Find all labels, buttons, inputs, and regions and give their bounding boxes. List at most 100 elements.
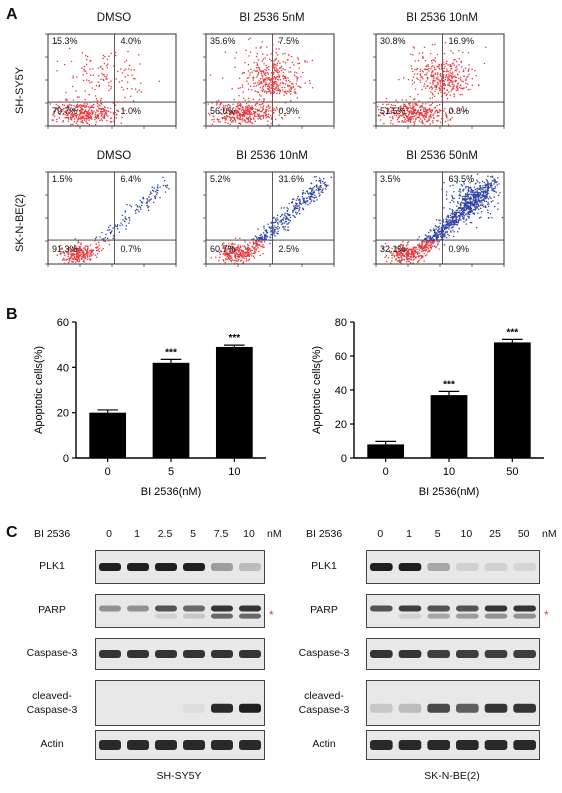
- blot-membrane: [95, 638, 265, 670]
- flow-dots: [382, 173, 504, 264]
- blot-bands: [370, 703, 536, 713]
- band: [99, 605, 121, 612]
- blot-membrane: [95, 550, 265, 584]
- y-tick-label: 40: [57, 362, 69, 374]
- dose-label: 0: [106, 528, 112, 540]
- band: [370, 650, 393, 658]
- band: [484, 703, 508, 713]
- dose-label: 5: [434, 528, 441, 540]
- flow-plot-title: BI 2536 5nM: [239, 12, 305, 24]
- band: [211, 703, 233, 713]
- dose-label: 5: [190, 528, 196, 540]
- blot-bands: [99, 740, 261, 750]
- x-axis-label: BI 2536(nM): [141, 486, 202, 498]
- flow-dots: [210, 175, 332, 265]
- band: [127, 650, 149, 658]
- band: [484, 563, 508, 571]
- band: [398, 613, 422, 619]
- blot-bands: [99, 563, 261, 571]
- band: [427, 613, 450, 619]
- y-tick-label: 0: [341, 453, 347, 465]
- x-tick-label: 50: [506, 466, 518, 478]
- dose-unit-label: nM: [542, 528, 557, 540]
- quadrant-percentage: 0.9%: [448, 244, 470, 255]
- band: [211, 563, 233, 571]
- blot-membrane: [366, 550, 540, 584]
- x-tick-label: 10: [443, 466, 455, 478]
- row-cell-line-label: SK-N-BE(2): [14, 193, 26, 252]
- band: [211, 613, 233, 619]
- band: [456, 703, 479, 713]
- band: [427, 650, 450, 658]
- band: [484, 650, 508, 658]
- band: [155, 563, 177, 571]
- band: [239, 613, 261, 619]
- bar: [152, 362, 190, 458]
- y-axis-label: Apoptotic cells(%): [311, 346, 323, 434]
- band: [513, 703, 536, 713]
- bar: [430, 395, 468, 458]
- blot-protein-label: cleaved- Caspase-3: [26, 690, 78, 716]
- bar: [367, 444, 405, 458]
- quadrant-percentage: 1.0%: [120, 106, 142, 117]
- band: [456, 650, 479, 658]
- cleaved-parp-asterisk: *: [544, 608, 549, 622]
- dose-label: 10: [243, 528, 255, 540]
- bar: [493, 342, 531, 458]
- panel-label-b: B: [6, 306, 18, 323]
- band: [183, 605, 205, 612]
- band: [99, 650, 121, 658]
- quadrant-percentage: 16.9%: [448, 36, 475, 46]
- band: [513, 563, 536, 571]
- band: [513, 613, 536, 619]
- blot-protein-label: PLK1: [39, 560, 65, 572]
- quadrant-percentage: 0.7%: [120, 244, 142, 255]
- band: [183, 703, 205, 713]
- band: [239, 605, 261, 612]
- band: [398, 703, 422, 713]
- bar: [215, 346, 253, 458]
- drug-label: BI 2536: [34, 528, 71, 540]
- flow-dots: [377, 42, 487, 127]
- flow-plot-title: BI 2536 10nM: [406, 12, 478, 24]
- blot-bands: [370, 605, 536, 619]
- dose-label: 10: [460, 528, 473, 540]
- quadrant-percentage: 1.5%: [52, 174, 73, 184]
- dose-label: 50: [517, 528, 530, 540]
- panel-label-c: C: [6, 524, 18, 541]
- dose-label: 2.5: [157, 528, 173, 540]
- blot-cell-line-label: SK-N-BE(2): [424, 770, 480, 782]
- flow-plot-title: BI 2536 10nM: [236, 150, 308, 162]
- band: [155, 740, 177, 750]
- cleaved-parp-asterisk: *: [269, 608, 274, 622]
- quadrant-percentage: 79.7%: [52, 106, 78, 117]
- blot-membrane: [95, 730, 265, 760]
- band: [239, 563, 261, 571]
- y-tick-label: 20: [335, 419, 347, 431]
- flow-plot: [373, 171, 505, 267]
- significance-label: ***: [506, 327, 518, 338]
- x-tick-label: 0: [105, 466, 111, 478]
- flow-plot-title: BI 2536 50nM: [406, 150, 478, 162]
- quadrant-percentage: 51.5%: [380, 106, 406, 117]
- band: [456, 613, 479, 619]
- band: [99, 740, 121, 750]
- band: [211, 740, 233, 750]
- flow-plot: [45, 33, 177, 129]
- panel-label-a: A: [6, 6, 18, 23]
- blot-protein-label: PARP: [310, 604, 338, 616]
- quadrant-percentage: 5.2%: [210, 174, 231, 184]
- x-tick-label: 10: [228, 466, 240, 478]
- dose-label: 1: [134, 528, 140, 540]
- flow-plot-title: DMSO: [96, 150, 132, 162]
- blot-membrane: [95, 680, 265, 726]
- band: [398, 605, 422, 612]
- band: [211, 650, 233, 658]
- flow-dots: [207, 37, 314, 126]
- dose-label: 25: [489, 528, 501, 540]
- apoptosis-chart-sk-n-be2: 0 20 40 60 80 0 10 *** 50 *** BI 2536(nM) Apoptotic…: [311, 317, 544, 498]
- band: [370, 605, 393, 612]
- band: [127, 740, 149, 750]
- blot-bands: [99, 650, 261, 658]
- band: [513, 650, 536, 658]
